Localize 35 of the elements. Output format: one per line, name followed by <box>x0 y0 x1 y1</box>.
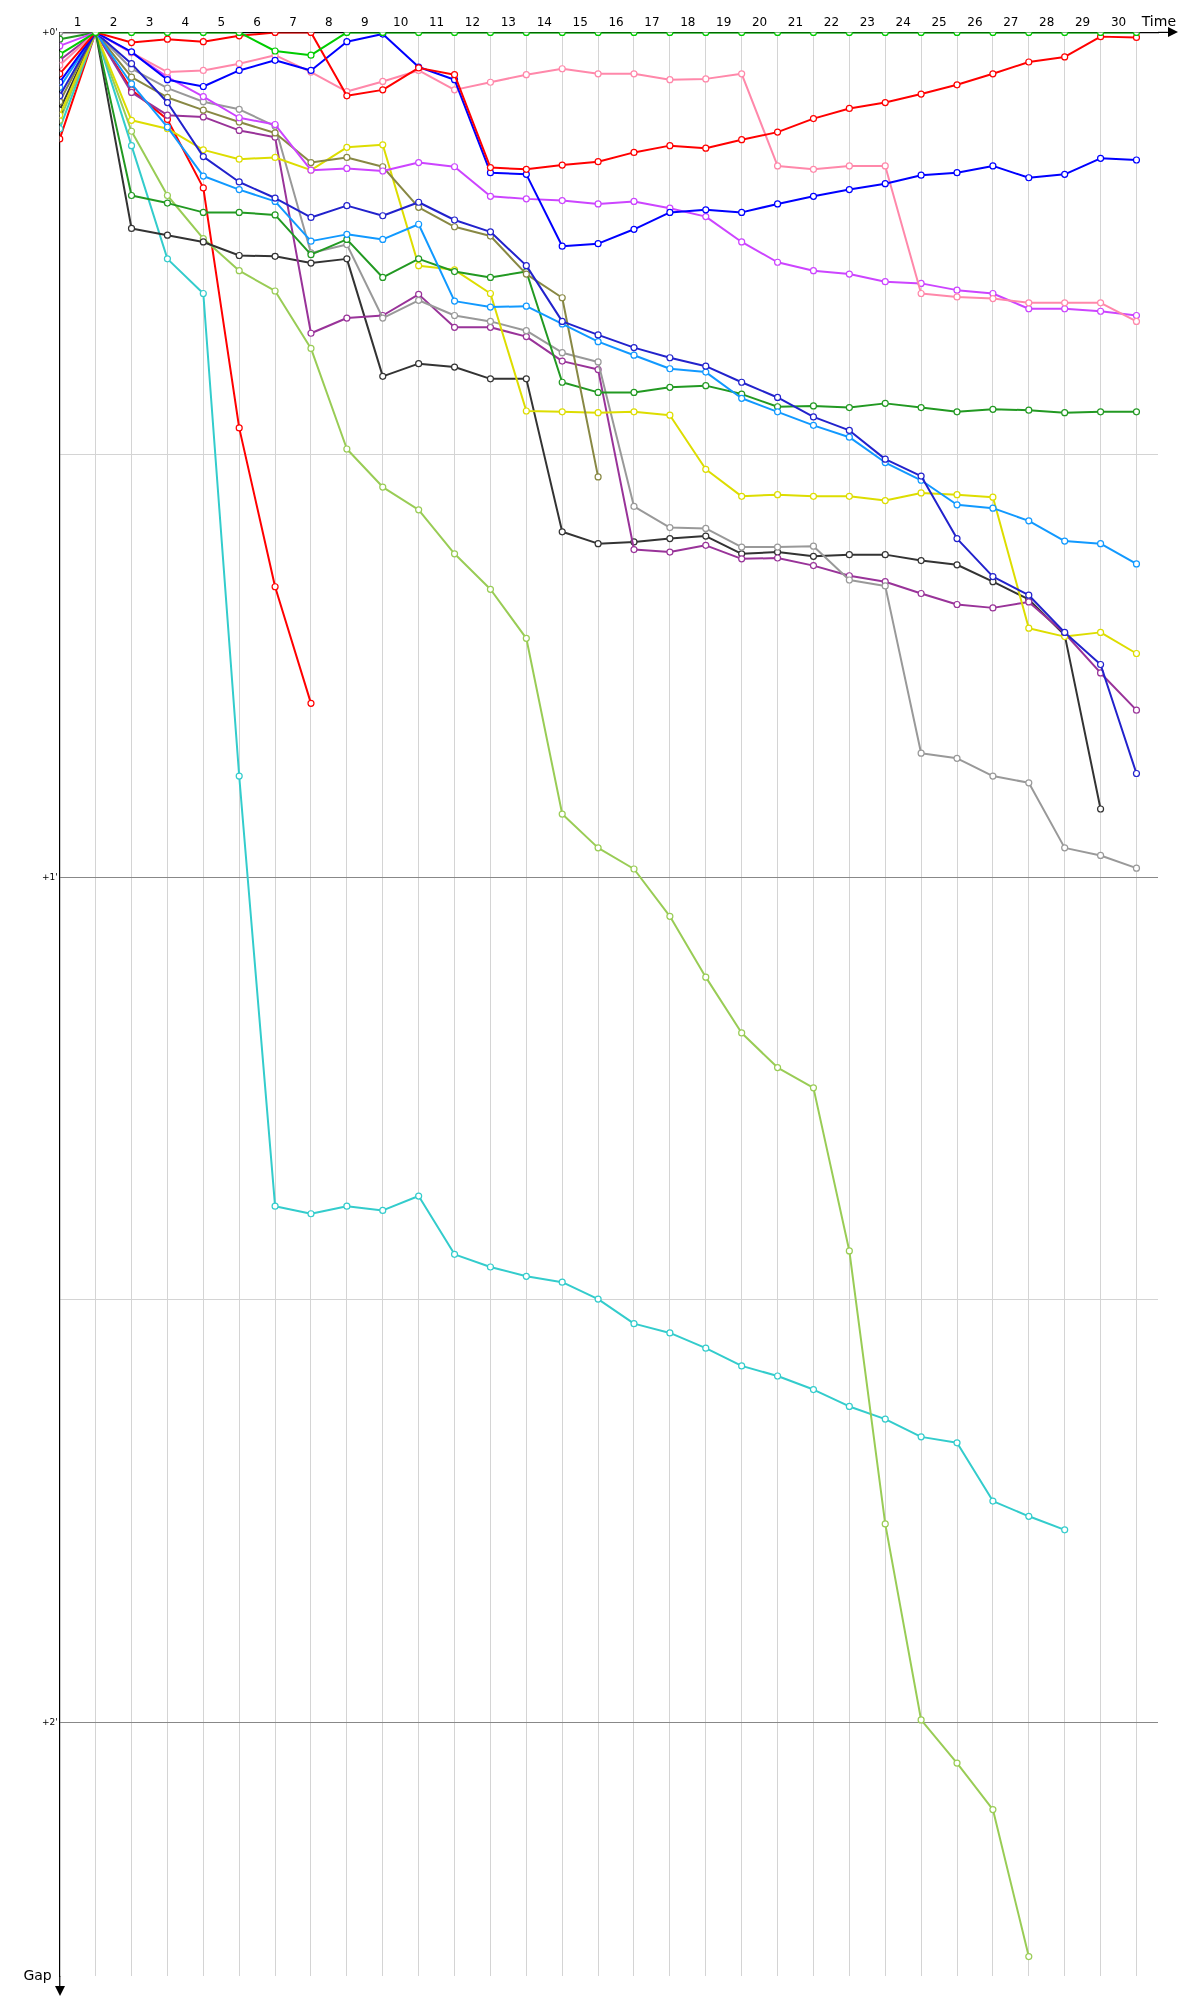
x-tick-label: 9 <box>360 15 369 30</box>
x-tick-label: 30 <box>1110 15 1127 30</box>
x-tick-label: 28 <box>1039 15 1055 30</box>
x-tick-label: 19 <box>716 15 732 30</box>
y-tick-label: +1' <box>41 871 58 882</box>
y-tick-label: +0' <box>41 26 58 37</box>
x-tick-label: 3 <box>145 15 154 30</box>
x-tick-label: 10 <box>393 15 409 30</box>
x-tick-label: 8 <box>325 15 333 30</box>
x-tick-label: 6 <box>253 15 261 30</box>
x-tick-label: 14 <box>536 15 552 30</box>
x-tick-label: 24 <box>895 15 911 30</box>
x-tick-label: 1 <box>73 15 82 30</box>
x-tick-label: 2 <box>109 15 118 30</box>
x-tick-label: 26 <box>967 15 983 30</box>
x-tick-label: 21 <box>787 15 804 30</box>
x-tick-label: 29 <box>1074 15 1091 30</box>
x-tick-label: 18 <box>680 15 696 30</box>
y-tick-label: +2' <box>41 1716 58 1727</box>
x-tick-label: 25 <box>931 15 947 30</box>
x-tick-label: 13 <box>500 15 517 30</box>
x-axis-title: Time <box>1140 13 1176 30</box>
y-axis-title: Gap <box>23 1966 52 1983</box>
x-tick-label: 5 <box>217 15 226 30</box>
x-tick-label: 20 <box>751 15 768 30</box>
x-tick-label: 27 <box>1003 15 1019 30</box>
x-tick-label: 22 <box>823 15 840 30</box>
x-tick-label: 23 <box>859 15 875 30</box>
x-tick-label: 11 <box>428 15 445 30</box>
x-tick-label: 17 <box>644 15 660 30</box>
x-tick-label: 4 <box>181 15 190 30</box>
x-tick-label: 15 <box>572 15 588 30</box>
x-tick-label: 16 <box>608 15 624 30</box>
x-tick-label: 12 <box>464 15 481 30</box>
x-tick-label: 7 <box>289 15 297 30</box>
